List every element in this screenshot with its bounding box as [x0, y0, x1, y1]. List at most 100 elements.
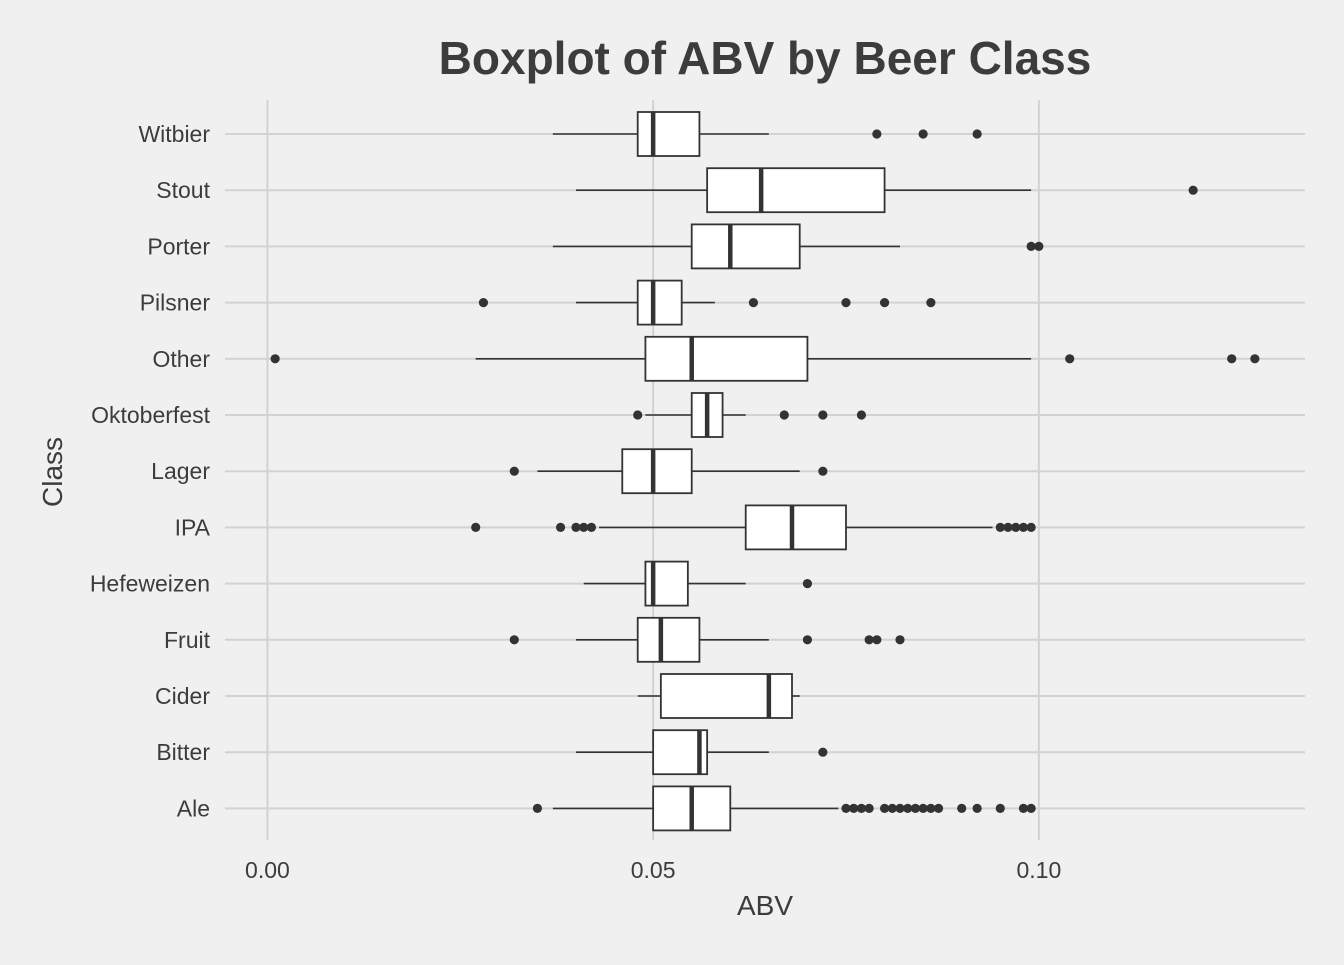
outlier-point: [864, 803, 874, 814]
outlier-point: [887, 803, 897, 814]
outlier-point: [895, 803, 905, 814]
outlier-point: [841, 298, 851, 308]
outlier-point: [509, 466, 519, 476]
outlier-point: [779, 410, 789, 420]
outlier-point: [1026, 803, 1036, 814]
outlier-point: [818, 466, 828, 476]
box-other: [270, 335, 1260, 382]
y-tick-labels: Witbier Stout Porter Pilsner Other Oktoberfes…: [90, 121, 211, 821]
box-cider: [637, 673, 800, 719]
outlier-point: [1026, 241, 1036, 251]
outlier-point: [856, 803, 867, 814]
y-tick-label-ale: Ale: [177, 795, 210, 821]
outlier-point: [849, 803, 859, 814]
y-tick-label-porter: Porter: [147, 233, 210, 259]
y-tick-label-ipa: IPA: [175, 514, 211, 540]
y-tick-label-lager: Lager: [151, 458, 210, 484]
x-tick-label: 0.10: [1016, 857, 1061, 883]
box-hefeweizen: [583, 560, 813, 607]
outlier-point: [1065, 354, 1075, 364]
outlier-point: [879, 803, 890, 814]
outlier-point: [579, 522, 589, 533]
outlier-point: [555, 522, 566, 533]
outlier-point: [910, 803, 921, 814]
y-tick-label-hefeweizen: Hefeweizen: [90, 571, 210, 597]
outlier-point: [586, 522, 597, 533]
outlier-point: [1018, 522, 1029, 533]
y-tick-label-fruit: Fruit: [164, 627, 211, 653]
box-ale: [532, 785, 1036, 832]
iqr-box: [644, 335, 809, 382]
outlier-point: [478, 298, 489, 308]
y-tick-label-witbier: Witbier: [138, 121, 210, 147]
outlier-point: [633, 410, 643, 420]
outlier-point: [802, 579, 813, 589]
outlier-point: [872, 129, 882, 139]
outlier-point: [748, 298, 759, 308]
outlier-point: [918, 129, 928, 139]
outlier-point: [509, 635, 519, 645]
outlier-point: [571, 522, 581, 533]
iqr-box: [621, 448, 693, 495]
outlier-point: [471, 522, 481, 533]
outlier-point: [802, 635, 813, 645]
outlier-point: [841, 803, 851, 814]
iqr-box: [706, 167, 886, 214]
x-tick-label: 0.00: [245, 857, 290, 883]
box-lager: [509, 448, 828, 495]
box-witbier: [552, 111, 982, 157]
outlier-point: [879, 298, 890, 308]
outlier-point: [1034, 241, 1044, 251]
outlier-point: [926, 803, 936, 814]
box-stout: [576, 167, 1198, 214]
box-fruit: [509, 616, 905, 663]
outlier-point: [1188, 185, 1198, 195]
y-tick-label-stout: Stout: [156, 177, 210, 203]
outlier-point: [995, 803, 1005, 814]
outlier-point: [918, 803, 928, 814]
iqr-box: [659, 673, 793, 719]
y-tick-label-pilsner: Pilsner: [140, 290, 211, 316]
outlier-point: [856, 410, 867, 420]
box-pilsner: [478, 279, 936, 326]
chart-title: Boxplot of ABV by Beer Class: [439, 32, 1092, 84]
iqr-box: [690, 223, 801, 270]
box-bitter: [576, 729, 828, 776]
outlier-point: [972, 803, 982, 814]
box-ipa: [471, 504, 1036, 551]
iqr-box: [636, 279, 683, 326]
outlier-point: [872, 635, 882, 645]
outlier-point: [1026, 522, 1036, 533]
outlier-point: [1003, 522, 1013, 533]
outlier-point: [903, 803, 913, 814]
y-tick-label-bitter: Bitter: [156, 739, 210, 765]
iqr-box: [636, 616, 701, 663]
outlier-point: [895, 635, 905, 645]
boxes: [270, 111, 1260, 832]
outlier-point: [1018, 803, 1029, 814]
iqr-box: [636, 111, 701, 157]
outlier-point: [818, 747, 828, 757]
outlier-point: [972, 129, 982, 139]
outlier-point: [926, 298, 936, 308]
y-tick-label-cider: Cider: [155, 683, 210, 709]
x-tick-label: 0.05: [631, 857, 676, 883]
outlier-point: [270, 354, 280, 364]
outlier-point: [864, 635, 874, 645]
box-oktoberfest: [633, 392, 867, 438]
outlier-point: [1227, 354, 1237, 364]
outlier-point: [933, 803, 944, 814]
x-tick-labels: 0.00 0.05 0.10: [245, 857, 1061, 883]
x-axis-title: ABV: [737, 890, 793, 921]
outlier-point: [1011, 522, 1021, 533]
y-tick-label-oktoberfest: Oktoberfest: [91, 402, 210, 428]
outlier-point: [995, 522, 1005, 533]
y-axis-title: Class: [37, 437, 68, 507]
outlier-point: [957, 803, 967, 814]
box-porter: [552, 223, 1044, 270]
y-tick-label-other: Other: [152, 346, 210, 372]
outlier-point: [532, 803, 543, 814]
iqr-box: [744, 504, 847, 551]
